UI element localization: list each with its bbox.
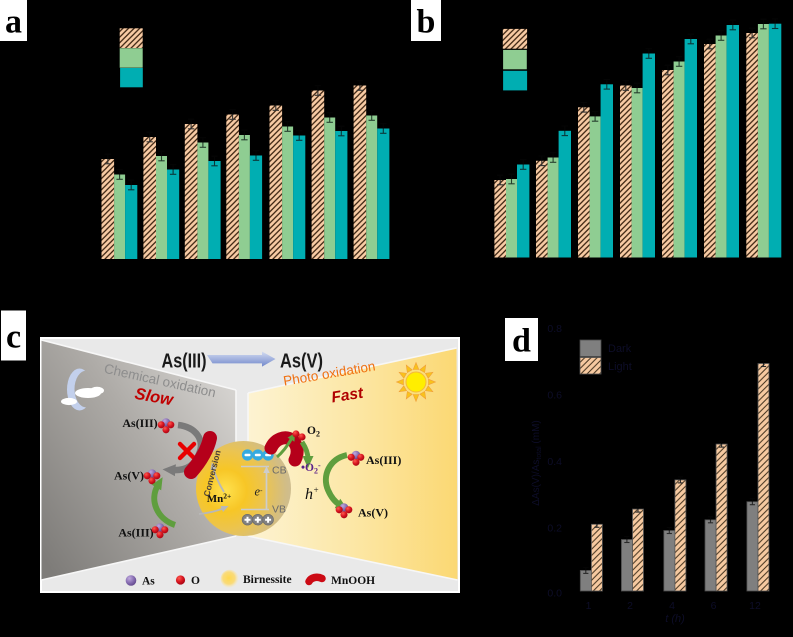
svg-text:6: 6	[711, 600, 717, 612]
svg-text:d: d	[512, 323, 531, 360]
svg-text:t (h): t (h)	[665, 613, 685, 625]
svg-text:b: b	[417, 4, 436, 41]
svg-text:As(V): As(V)	[280, 351, 323, 373]
svg-text:ΔAs(V)/Astotal (mM): ΔAs(V)/Astotal (mM)	[531, 420, 543, 505]
svg-text:As(III): As(III)	[366, 453, 401, 467]
svg-text:1: 1	[586, 600, 592, 612]
svg-text:0.0: 0.0	[547, 588, 562, 600]
svg-text:O: O	[191, 575, 200, 587]
svg-text:As(III): As(III)	[118, 526, 153, 540]
svg-text:0.4: 0.4	[547, 456, 562, 468]
svg-text:As(III): As(III)	[122, 416, 157, 430]
svg-text:0.2: 0.2	[547, 523, 562, 535]
svg-text:VB: VB	[272, 504, 286, 516]
svg-text:0.8: 0.8	[547, 323, 562, 335]
svg-text:12: 12	[749, 600, 761, 612]
svg-text:Birnessite: Birnessite	[243, 574, 292, 586]
svg-text:CB: CB	[272, 465, 287, 477]
svg-text:2: 2	[627, 600, 633, 612]
svg-text:As(V): As(V)	[114, 469, 144, 483]
svg-text:Light: Light	[608, 361, 632, 373]
svg-text:a: a	[5, 4, 22, 41]
svg-text:As(V): As(V)	[358, 506, 388, 520]
svg-text:4: 4	[669, 600, 675, 612]
svg-text:e-: e-	[255, 485, 264, 499]
svg-text:0.6: 0.6	[547, 390, 562, 402]
svg-text:As(III): As(III)	[162, 351, 207, 373]
svg-text:MnOOH: MnOOH	[331, 575, 375, 587]
svg-text:As: As	[142, 576, 155, 588]
svg-text:Fast: Fast	[330, 385, 365, 407]
svg-text:Dark: Dark	[608, 343, 632, 355]
svg-text:c: c	[6, 319, 21, 356]
